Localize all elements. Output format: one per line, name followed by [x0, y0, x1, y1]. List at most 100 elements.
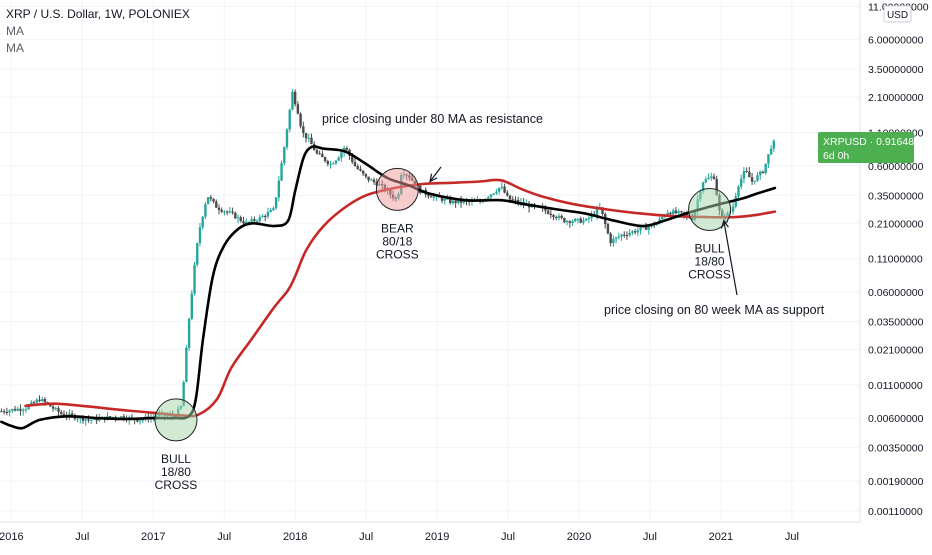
candle-body [209, 197, 213, 199]
candle-body [277, 180, 281, 198]
arrow-line [429, 166, 442, 182]
price-badge: XRPUSD · 0.91648163 6d 0h [818, 132, 932, 163]
y-tick-label: 0.00350000 [868, 443, 924, 455]
x-tick-label: Jul [501, 531, 515, 543]
candle-body [557, 215, 561, 218]
candle-body [590, 214, 593, 219]
candle-body [54, 408, 58, 410]
y-tick-label: 3.50000000 [868, 64, 924, 76]
candle-body [628, 232, 631, 236]
currency-badge[interactable]: USD [883, 5, 912, 23]
candle-body [677, 211, 680, 214]
chart-title: XRP / U.S. Dollar, 1W, POLONIEX [6, 7, 190, 21]
candle-body [225, 211, 229, 213]
candle-body [731, 206, 735, 212]
candle-body [500, 186, 504, 188]
candle-body [582, 220, 585, 223]
candle-body [141, 419, 145, 421]
candle-body [138, 420, 142, 422]
candle-body [288, 109, 291, 130]
candle-body [228, 211, 232, 213]
price-badge-label: XRPUSD · 0.91648163 [823, 136, 932, 148]
candle-body [323, 157, 327, 162]
candle-body [625, 235, 629, 237]
candle-body [258, 217, 261, 221]
candle-body [2, 411, 6, 413]
candle-body [448, 198, 452, 204]
candle-body [119, 416, 123, 418]
indicator-ma-slow[interactable]: MA [6, 41, 24, 55]
candle-body [43, 399, 47, 403]
candle-body [514, 199, 517, 201]
candle-body [574, 219, 577, 222]
candle-body [446, 198, 449, 200]
cross-label-line: CROSS [688, 268, 731, 282]
candle-body [633, 231, 637, 233]
candle-body [609, 233, 612, 244]
candle-body [666, 212, 669, 216]
candle-body [497, 187, 501, 192]
cross-label-line: CROSS [376, 247, 419, 261]
annotation-arrows [429, 166, 738, 296]
candle-body [606, 224, 610, 234]
candle-body [315, 150, 319, 154]
candle-body [193, 264, 196, 294]
candle-body [454, 200, 457, 204]
indicator-ma-fast[interactable]: MA [6, 24, 24, 38]
candle-body [672, 210, 675, 215]
candle-body [16, 408, 19, 411]
candle-body [680, 211, 683, 213]
candle-body [24, 409, 28, 411]
candle-body [57, 408, 60, 412]
candle-body [761, 171, 765, 173]
candle-body [715, 178, 718, 196]
candle-body [356, 166, 359, 169]
x-tick-label: Jul [217, 531, 231, 543]
candle-body [247, 221, 251, 223]
y-tick-label: 0.60000000 [868, 161, 924, 173]
candle-body [272, 208, 275, 210]
axis-badges: USD XRPUSD · 0.91648163 6d 0h [818, 5, 932, 163]
candle-body [244, 221, 248, 224]
candle-body [555, 217, 558, 219]
candle-body [89, 419, 93, 421]
candle-body [51, 406, 55, 409]
candle-body [587, 218, 591, 220]
candle-body [544, 207, 547, 211]
candle-body [503, 186, 506, 193]
candle-body [351, 155, 354, 163]
candle-body [750, 177, 754, 182]
candle-body [234, 212, 237, 219]
candle-body [364, 173, 368, 177]
candle-body [710, 176, 713, 178]
cross-label-line: CROSS [155, 478, 198, 492]
y-tick-label: 0.02100000 [868, 344, 924, 356]
x-tick-label: 2017 [141, 531, 165, 543]
annotation-text: price closing under 80 MA as resistance [322, 112, 543, 126]
axis-ticks: 11.000000006.000000003.500000002.1000000… [0, 1, 929, 543]
cross-label-line: 18/80 [161, 465, 191, 479]
candle-body [737, 186, 740, 197]
candle-body [685, 214, 689, 216]
candle-body [321, 153, 324, 158]
candle-body [767, 154, 770, 164]
candle-body [212, 198, 215, 202]
arrow-head [721, 219, 729, 229]
candle-body [318, 153, 321, 155]
candle-body [182, 382, 185, 407]
candle-body [242, 221, 245, 224]
candle-body [459, 200, 463, 203]
candle-body [614, 237, 618, 239]
candle-body [552, 214, 555, 218]
candle-body [462, 200, 465, 203]
candle-body [571, 221, 574, 223]
candle-body [196, 243, 199, 265]
candle-body [264, 216, 267, 218]
candle-body [712, 176, 716, 179]
arrow-line [723, 220, 738, 296]
candle-body [427, 194, 430, 197]
y-tick-label: 0.03500000 [868, 316, 924, 328]
candle-body [38, 399, 41, 402]
